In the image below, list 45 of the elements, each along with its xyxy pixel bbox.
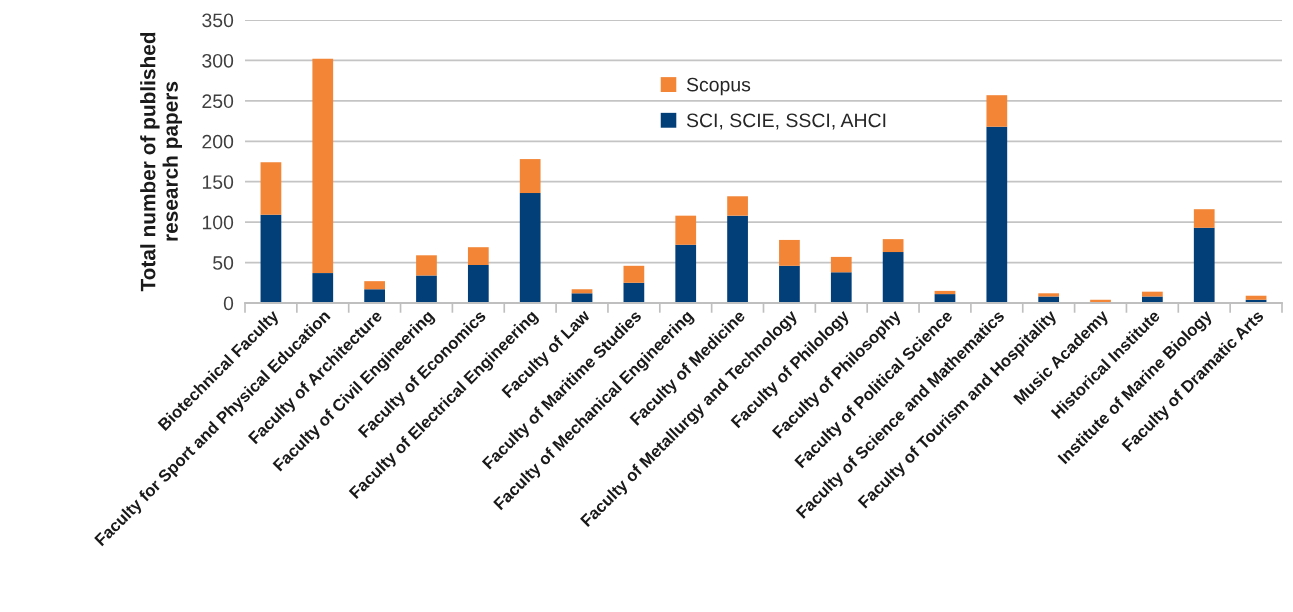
bar [364, 281, 385, 290]
bar [727, 215, 748, 303]
y-tick-label: 100 [202, 215, 234, 230]
bar [1245, 295, 1267, 300]
y-tick-label: 150 [202, 175, 234, 189]
bar [312, 273, 334, 303]
bar [727, 196, 748, 216]
legend-label: SCI, SCIE, SSCI, AHCI [686, 113, 886, 130]
bar [675, 215, 697, 245]
bar [416, 255, 437, 276]
y-axis-title: Total number of published research papers [140, 32, 183, 292]
bar [467, 247, 489, 265]
bar [1193, 209, 1215, 228]
bar [830, 272, 852, 303]
bar [467, 265, 489, 303]
bar [675, 244, 697, 303]
bar [882, 252, 904, 303]
y-tick-label: 200 [202, 134, 234, 149]
y-tick-label: 0 [223, 296, 234, 311]
bar [882, 239, 904, 253]
bar [830, 256, 852, 273]
bar [1193, 227, 1215, 303]
bar [623, 282, 645, 303]
y-tick-label: 50 [213, 256, 234, 270]
bar [416, 275, 437, 303]
bar [364, 289, 385, 303]
bar [260, 162, 282, 215]
bar [986, 126, 1008, 303]
bar [934, 290, 956, 295]
bar [571, 293, 593, 303]
bar [623, 265, 645, 283]
bar [1038, 293, 1060, 297]
bar [779, 239, 800, 266]
y-tick-label: 250 [202, 94, 234, 109]
y-tick-label: 300 [202, 53, 234, 68]
bar [260, 214, 282, 303]
bar [779, 265, 800, 303]
y-tick-label: 350 [202, 13, 234, 28]
bar [1142, 291, 1163, 297]
bar [986, 95, 1008, 127]
bar [571, 289, 593, 294]
bar [519, 193, 541, 303]
bar [519, 159, 541, 194]
bar [312, 58, 334, 274]
legend-label: Scopus [686, 77, 751, 96]
